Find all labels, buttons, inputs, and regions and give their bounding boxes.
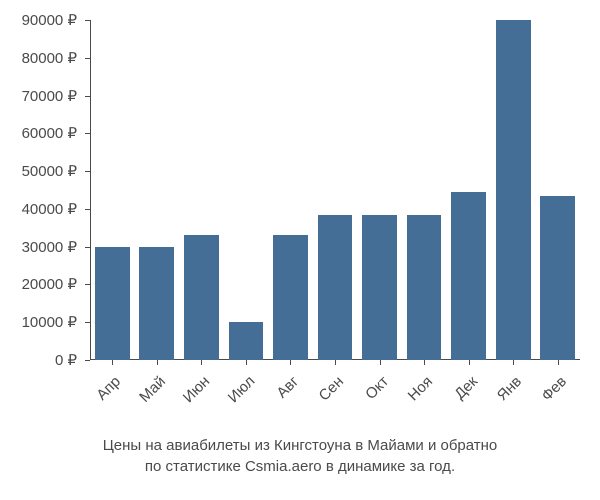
bar: [229, 322, 264, 360]
y-tick-label: 60000 ₽: [22, 124, 77, 142]
y-tick-label: 70000 ₽: [22, 87, 77, 105]
bar: [496, 20, 531, 360]
bar: [407, 215, 442, 360]
x-tick-label: Июн: [180, 373, 213, 406]
caption-line-2: по статистике Csmia.aero в динамике за г…: [0, 456, 600, 477]
x-tick-label: Окт: [358, 373, 391, 406]
x-tick-label: Апр: [91, 373, 124, 406]
x-tick-label: Ноя: [403, 373, 436, 406]
y-tick-label: 50000 ₽: [22, 162, 77, 180]
x-tick-label: Май: [136, 373, 169, 406]
y-tick: [85, 209, 90, 210]
bar: [318, 215, 353, 360]
y-tick-label: 0 ₽: [55, 351, 77, 369]
x-tick-label: Дек: [447, 373, 480, 406]
x-tick-label: Фев: [537, 373, 570, 406]
x-tick-label: Авг: [269, 373, 302, 406]
bar: [184, 235, 219, 360]
y-tick-label: 40000 ₽: [22, 200, 77, 218]
bar: [273, 235, 308, 360]
y-tick: [85, 247, 90, 248]
y-tick: [85, 133, 90, 134]
y-tick: [85, 58, 90, 59]
y-tick-label: 30000 ₽: [22, 238, 77, 256]
bar: [540, 196, 575, 360]
bar: [95, 247, 130, 360]
y-axis-line: [90, 20, 91, 360]
bar: [451, 192, 486, 360]
y-tick-label: 80000 ₽: [22, 49, 77, 67]
price-chart: 0 ₽ 10000 ₽ 20000 ₽ 30000 ₽ 40000 ₽ 50000 ₽ 60…: [0, 0, 600, 500]
y-tick-label: 10000 ₽: [22, 313, 77, 331]
y-tick: [85, 20, 90, 21]
x-tick-label: Июл: [225, 373, 258, 406]
y-tick: [85, 284, 90, 285]
y-tick: [85, 96, 90, 97]
chart-caption: Цены на авиабилеты из Кингстоуна в Майам…: [0, 435, 600, 477]
y-tick-label: 90000 ₽: [22, 11, 77, 29]
caption-line-1: Цены на авиабилеты из Кингстоуна в Майам…: [0, 435, 600, 456]
y-tick: [85, 322, 90, 323]
y-axis: 0 ₽10000 ₽20000 ₽30000 ₽40000 ₽50000 ₽60…: [0, 20, 85, 360]
x-tick-label: Янв: [492, 373, 525, 406]
bar: [362, 215, 397, 360]
y-tick: [85, 171, 90, 172]
y-tick: [85, 360, 90, 361]
y-tick-label: 20000 ₽: [22, 275, 77, 293]
x-tick-label: Сен: [314, 373, 347, 406]
bar: [139, 247, 174, 360]
plot-area: [90, 20, 580, 360]
x-axis: Апр Май Июн Июл Авг Сен Окт Ноя Дек Янв Фев: [90, 365, 580, 425]
